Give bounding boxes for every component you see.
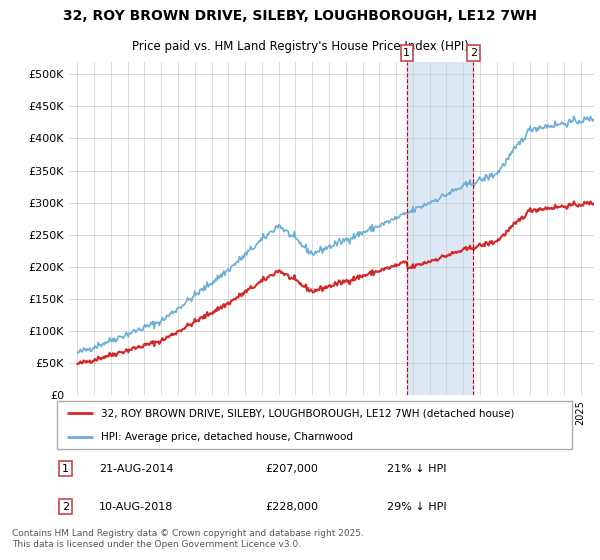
Text: 2: 2 [470,48,477,58]
Text: 2: 2 [62,502,69,511]
Text: 32, ROY BROWN DRIVE, SILEBY, LOUGHBOROUGH, LE12 7WH: 32, ROY BROWN DRIVE, SILEBY, LOUGHBOROUG… [63,10,537,24]
Text: 10-AUG-2018: 10-AUG-2018 [99,502,173,511]
Text: 32, ROY BROWN DRIVE, SILEBY, LOUGHBOROUGH, LE12 7WH (detached house): 32, ROY BROWN DRIVE, SILEBY, LOUGHBOROUG… [101,408,514,418]
Text: Contains HM Land Registry data © Crown copyright and database right 2025.
This d: Contains HM Land Registry data © Crown c… [12,529,364,549]
Text: £207,000: £207,000 [265,464,318,474]
Text: 21-AUG-2014: 21-AUG-2014 [99,464,173,474]
FancyBboxPatch shape [56,402,572,449]
Text: £228,000: £228,000 [265,502,318,511]
Text: 29% ↓ HPI: 29% ↓ HPI [386,502,446,511]
Text: HPI: Average price, detached house, Charnwood: HPI: Average price, detached house, Char… [101,432,353,442]
Text: 1: 1 [403,48,410,58]
Bar [407,62,473,395]
Text: 21% ↓ HPI: 21% ↓ HPI [386,464,446,474]
Text: 1: 1 [62,464,69,474]
Text: Price paid vs. HM Land Registry's House Price Index (HPI): Price paid vs. HM Land Registry's House … [131,40,469,53]
